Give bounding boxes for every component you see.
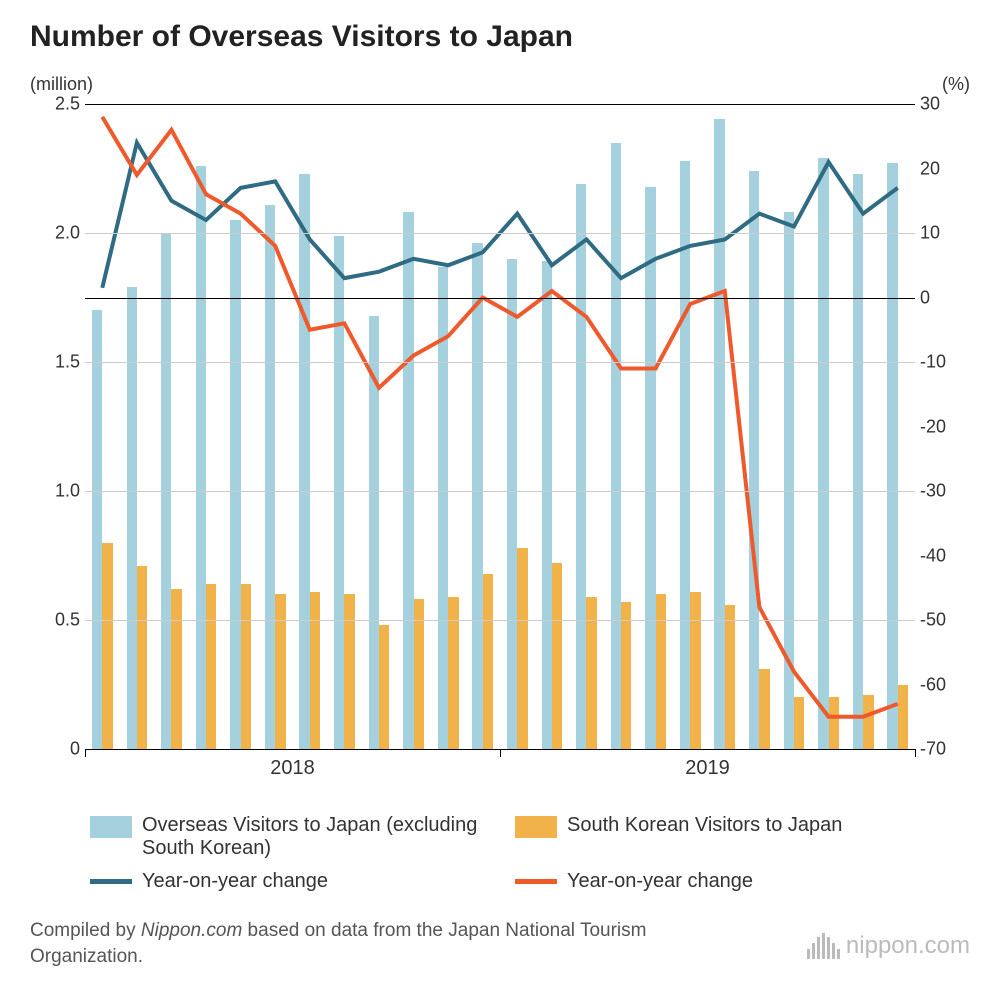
ytick-left: 1.0 [40, 481, 80, 502]
legend-label: Overseas Visitors to Japan (excluding So… [142, 814, 485, 860]
swatch-sk-line [515, 870, 557, 892]
legend-item-sk-line: Year-on-year change [515, 870, 910, 893]
ytick-right: 20 [920, 158, 960, 179]
legend-item-overseas-bar: Overseas Visitors to Japan (excluding So… [90, 814, 485, 860]
legend: Overseas Visitors to Japan (excluding So… [30, 814, 970, 893]
ytick-right: -10 [920, 352, 960, 373]
chart-title: Number of Overseas Visitors to Japan [30, 20, 970, 54]
ytick-right: 10 [920, 223, 960, 244]
x-year-label: 2018 [270, 757, 315, 780]
swatch-sk-bar [515, 816, 557, 838]
swatch-overseas-bar [90, 816, 132, 838]
y-axis-left-label: (million) [30, 74, 93, 95]
logo-bars-icon [807, 933, 840, 959]
legend-item-overseas-line: Year-on-year change [90, 870, 485, 893]
ytick-left: 0 [40, 739, 80, 760]
chart-area: (million) (%) 00.51.01.52.02.5-70-60-50-… [30, 79, 970, 799]
ytick-right: -50 [920, 610, 960, 631]
nippon-logo: nippon.com [807, 932, 970, 960]
legend-item-sk-bar: South Korean Visitors to Japan [515, 814, 910, 860]
line-overseas [102, 143, 897, 288]
swatch-overseas-line [90, 870, 132, 892]
source-em: Nippon.com [141, 920, 242, 941]
ytick-right: -30 [920, 481, 960, 502]
ytick-right: -40 [920, 545, 960, 566]
legend-label: Year-on-year change [567, 870, 753, 893]
ytick-right: -60 [920, 674, 960, 695]
source-note: Compiled by Nippon.com based on data fro… [30, 918, 730, 969]
logo-text: nippon.com [846, 932, 970, 960]
legend-label: Year-on-year change [142, 870, 328, 893]
source-prefix: Compiled by [30, 920, 141, 941]
ytick-left: 2.0 [40, 223, 80, 244]
lines-layer [85, 104, 915, 749]
ytick-left: 1.5 [40, 352, 80, 373]
ytick-left: 2.5 [40, 94, 80, 115]
ytick-right: -70 [920, 739, 960, 760]
ytick-right: 30 [920, 94, 960, 115]
x-axis: 2018 2019 [85, 749, 915, 799]
y-axis-right-label: (%) [942, 74, 970, 95]
x-year-label: 2019 [685, 757, 730, 780]
ytick-right: -20 [920, 416, 960, 437]
plot-region: 00.51.01.52.02.5-70-60-50-40-30-20-10010… [85, 104, 915, 749]
legend-label: South Korean Visitors to Japan [567, 814, 842, 837]
ytick-right: 0 [920, 287, 960, 308]
ytick-left: 0.5 [40, 610, 80, 631]
